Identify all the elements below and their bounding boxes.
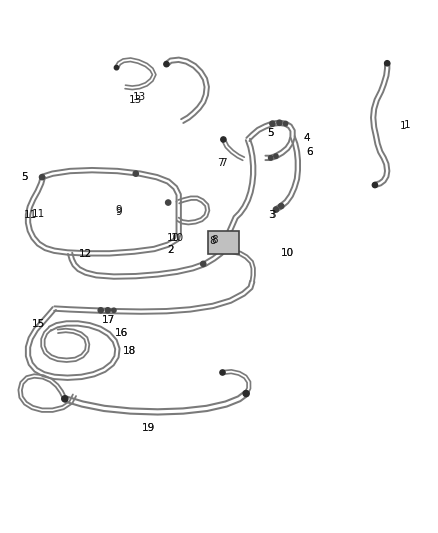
Circle shape (277, 120, 282, 125)
Text: 5: 5 (267, 128, 274, 139)
Text: 8: 8 (211, 235, 218, 245)
Text: 1: 1 (404, 120, 411, 131)
Circle shape (372, 182, 378, 188)
Circle shape (39, 174, 45, 180)
Circle shape (268, 156, 273, 160)
Circle shape (274, 154, 278, 158)
Text: 12: 12 (79, 249, 92, 259)
Text: 4: 4 (303, 133, 310, 143)
Circle shape (385, 61, 390, 66)
Text: 2: 2 (167, 245, 174, 255)
Text: 9: 9 (115, 207, 122, 217)
Circle shape (114, 66, 119, 70)
Text: 12: 12 (79, 249, 92, 259)
Text: 3: 3 (268, 210, 275, 220)
Text: 15: 15 (32, 319, 45, 329)
Circle shape (112, 308, 116, 312)
Text: 5: 5 (21, 172, 28, 182)
Text: 10: 10 (171, 232, 184, 243)
Circle shape (270, 121, 275, 126)
Text: 6: 6 (306, 147, 313, 157)
Circle shape (220, 370, 225, 375)
Circle shape (243, 391, 249, 397)
Text: 13: 13 (133, 92, 146, 102)
Text: 7: 7 (220, 158, 227, 168)
Text: 1: 1 (399, 122, 406, 131)
Text: 3: 3 (269, 210, 276, 220)
Circle shape (105, 308, 110, 313)
Circle shape (98, 308, 103, 313)
Circle shape (273, 207, 279, 212)
Bar (208, 231, 239, 254)
Text: 19: 19 (142, 423, 155, 433)
Text: 11: 11 (24, 210, 37, 220)
Text: 17: 17 (102, 315, 115, 325)
Text: 18: 18 (123, 345, 136, 356)
Circle shape (201, 261, 206, 266)
Text: 9: 9 (115, 205, 122, 215)
Circle shape (133, 171, 138, 176)
Text: 4: 4 (303, 133, 310, 143)
Text: 5: 5 (267, 128, 274, 139)
Text: 16: 16 (115, 328, 128, 338)
Circle shape (164, 61, 169, 67)
Text: 7: 7 (217, 158, 224, 168)
Circle shape (62, 395, 68, 402)
Text: 6: 6 (306, 147, 313, 157)
Text: 18: 18 (123, 345, 136, 356)
Circle shape (279, 204, 284, 209)
Text: 16: 16 (115, 328, 128, 338)
Text: 11: 11 (32, 209, 45, 219)
Text: 15: 15 (32, 319, 45, 329)
Text: 2: 2 (167, 245, 174, 255)
Circle shape (221, 137, 226, 142)
Text: 8: 8 (209, 236, 216, 246)
Circle shape (166, 200, 171, 205)
Text: 10: 10 (281, 248, 294, 259)
Text: 5: 5 (21, 172, 28, 182)
Text: 13: 13 (129, 95, 142, 105)
Circle shape (283, 122, 288, 126)
Text: 10: 10 (166, 233, 180, 244)
Text: 19: 19 (142, 423, 155, 433)
Text: 10: 10 (281, 248, 294, 259)
Text: 17: 17 (102, 315, 115, 325)
